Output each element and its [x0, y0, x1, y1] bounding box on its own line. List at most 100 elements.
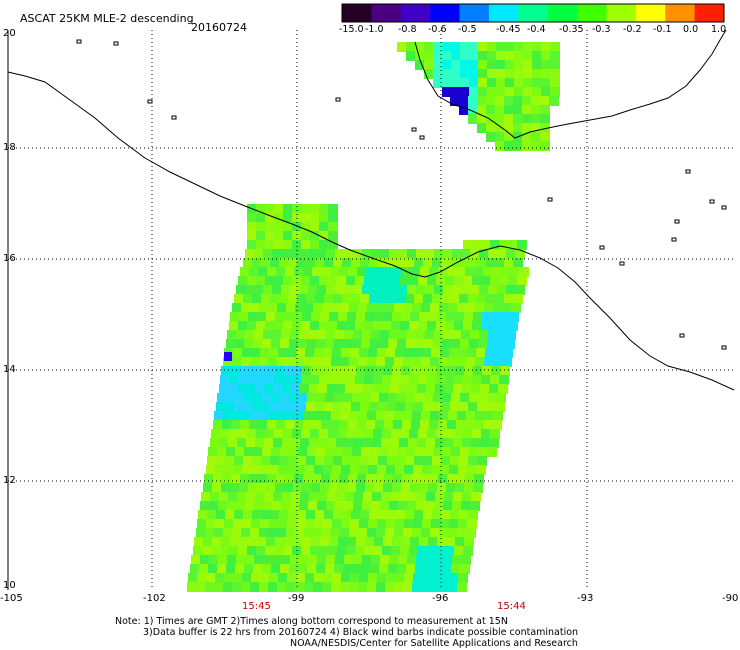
swath-cell [451, 78, 461, 88]
swath-cell [361, 564, 371, 574]
swath-cell [215, 465, 225, 475]
swath-cell [332, 465, 342, 475]
lat-label-20: 20 [3, 28, 16, 39]
swath-cell [246, 492, 256, 502]
swath-cell [302, 483, 312, 493]
swath-cell [452, 249, 462, 259]
swath-cell [441, 510, 451, 520]
swath-cell [310, 429, 320, 439]
swath-cell [496, 339, 506, 349]
swath-cell [448, 303, 458, 313]
swath-cell [299, 501, 309, 511]
swath-cell [504, 294, 514, 304]
swath-cell [233, 465, 243, 475]
swath-cell [233, 348, 243, 358]
swath-cell [442, 78, 452, 88]
swath-cell [443, 555, 453, 565]
swath-cell [371, 249, 381, 259]
swath-cell [301, 321, 311, 331]
swath-cell [200, 501, 210, 511]
swath-cell [229, 546, 239, 556]
swath-cell [532, 42, 542, 52]
swath-cell [451, 87, 461, 97]
swath-cell [346, 429, 356, 439]
swath-cell [291, 492, 301, 502]
colorbar-frame [341, 3, 725, 23]
swath-cell [227, 555, 237, 565]
swath-cell [372, 438, 382, 448]
swath-cell [472, 375, 482, 385]
swath-cell [531, 96, 541, 106]
swath-cell [522, 105, 532, 115]
swath-cell [413, 465, 423, 475]
swath-cell [400, 276, 410, 286]
swath-cell [355, 276, 365, 286]
swath-cell [393, 474, 403, 484]
swath-cell [531, 114, 541, 124]
swath-cell [438, 420, 448, 430]
swath-cell [513, 258, 523, 268]
swath-cell [319, 375, 329, 385]
swath-cell [342, 510, 352, 520]
swath-cell [341, 519, 351, 529]
swath-cell [325, 393, 335, 403]
swath-cell [468, 456, 478, 466]
swath-cell [248, 483, 258, 493]
swath-cell [255, 384, 265, 394]
swath-cell [395, 348, 405, 358]
swath-cell [431, 465, 441, 475]
swath-cell [274, 321, 284, 331]
swath-cell [256, 240, 266, 250]
swath-cell [230, 537, 240, 547]
swath-cell [430, 411, 440, 421]
swath-cell [415, 51, 425, 61]
swath-cell [478, 393, 488, 403]
swath-cell [433, 42, 443, 52]
swath-cell [319, 429, 329, 439]
swath-cell [422, 573, 432, 583]
swath-cell [285, 420, 295, 430]
swath-cell [299, 285, 309, 295]
swath-cell [471, 492, 481, 502]
colorbar-swatch [430, 4, 461, 22]
swath-cell [245, 249, 255, 259]
swath-cell [342, 258, 352, 268]
swath-cell [337, 546, 347, 556]
swath-cell [305, 519, 315, 529]
swath-cell [499, 240, 509, 250]
swath-cell [397, 393, 407, 403]
swath-cell [465, 474, 475, 484]
swath-cell [459, 294, 469, 304]
swath-cell [355, 321, 365, 331]
swath-cell [337, 276, 347, 286]
swath-cell [405, 294, 415, 304]
swath-cell [404, 465, 414, 475]
swath-cell [335, 285, 345, 295]
swath-cell [332, 519, 342, 529]
colorbar-swatch [459, 4, 490, 22]
swath-cell [337, 321, 347, 331]
swath-cell [284, 312, 294, 322]
swath-cell [254, 555, 264, 565]
swath-cell [296, 348, 306, 358]
swath-cell [253, 564, 263, 574]
swath-cell [238, 321, 248, 331]
swath-cell [262, 393, 272, 403]
swath-cell [208, 564, 218, 574]
swath-cell [435, 438, 445, 448]
swath-cell [232, 357, 242, 367]
swath-cell [374, 537, 384, 547]
swath-cell [319, 213, 329, 223]
swath-cell [261, 258, 271, 268]
swath-cell [424, 69, 434, 79]
swath-cell [205, 528, 215, 538]
swath-cell [349, 528, 359, 538]
swath-cell [274, 240, 284, 250]
swath-cell [387, 402, 397, 412]
swath-cell [424, 564, 434, 574]
lat-label-10: 10 [3, 580, 16, 591]
swath-cell [315, 258, 325, 268]
swath-cell [447, 267, 457, 277]
swath-cell [265, 240, 275, 250]
swath-cell [451, 60, 461, 70]
